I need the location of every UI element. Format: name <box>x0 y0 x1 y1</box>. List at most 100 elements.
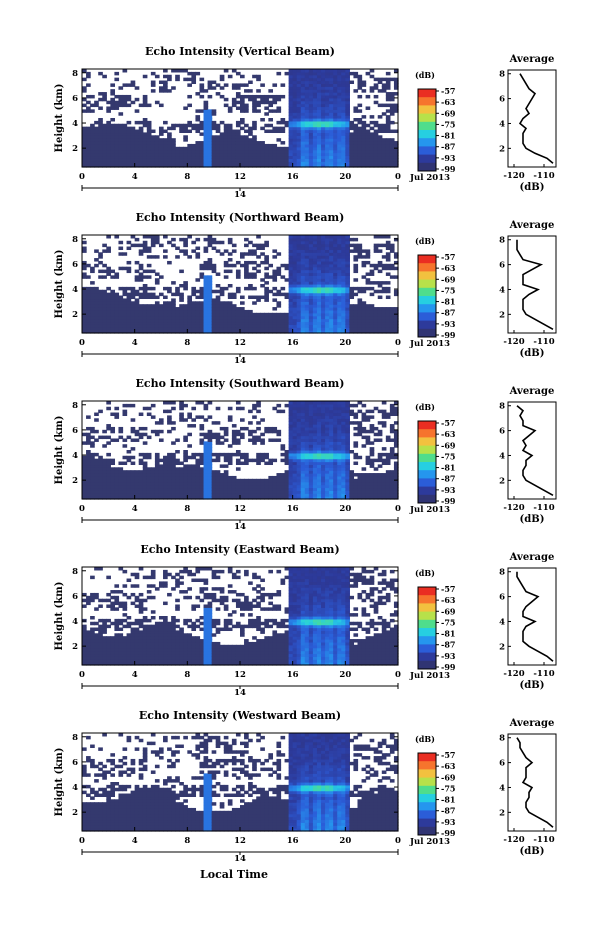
panel-title: Echo Intensity (Vertical Beam) <box>145 45 335 58</box>
x-tick-label: 8 <box>184 836 190 846</box>
colorbar-tick-label: -63 <box>441 761 456 771</box>
average-frame <box>507 401 557 500</box>
colorbar-tick-label: -75 <box>441 783 455 793</box>
heatmap <box>82 733 399 832</box>
average-x-label: (dB) <box>520 348 545 359</box>
x-tick-label: 0 <box>395 338 401 348</box>
x-tick-label: 16 <box>287 504 299 514</box>
average-profile-line <box>516 571 554 662</box>
x-tick-label: 0 <box>395 504 401 514</box>
colorbar-segment <box>418 279 436 289</box>
colorbar-segment <box>418 263 436 272</box>
average-x-tick-label: -120 <box>503 171 524 181</box>
x-tick-label: 0 <box>79 504 85 514</box>
colorbar-tick-label: -63 <box>441 595 456 605</box>
average-y-tick-label: 2 <box>499 808 505 818</box>
colorbar-segment <box>418 154 436 164</box>
colorbar-tick-label: -63 <box>441 97 456 107</box>
colorbar-segment <box>418 146 436 155</box>
colorbar-tick-label: -69 <box>441 108 456 118</box>
colorbar-frame <box>417 420 437 504</box>
colorbar-tick-label: -93 <box>441 319 456 329</box>
day-label: 14 <box>234 190 246 200</box>
y-axis-label: Height (km) <box>54 250 65 319</box>
y-tick-label: 4 <box>72 119 78 129</box>
x-tick-label: 4 <box>132 836 138 846</box>
colorbar-segment <box>418 478 436 487</box>
colorbar-segment <box>418 652 436 662</box>
day-label: 14 <box>234 688 246 698</box>
day-label: 14 <box>234 522 246 532</box>
average-title: Average <box>509 220 555 231</box>
colorbar-tick-label: -81 <box>441 131 455 141</box>
average-x-label: (dB) <box>520 680 545 691</box>
average-y-tick-label: 6 <box>499 593 505 603</box>
colorbar-tick-label: -99 <box>441 662 456 672</box>
y-tick-label: 2 <box>72 476 78 486</box>
average-y-tick-label: 8 <box>499 236 505 246</box>
y-tick-label: 4 <box>72 285 78 295</box>
x-tick-label: 12 <box>234 172 246 182</box>
y-tick-label: 6 <box>72 592 78 602</box>
colorbar-frame <box>417 254 437 338</box>
colorbar-tick-label: -81 <box>441 629 455 639</box>
colorbar-segment <box>418 287 436 297</box>
colorbar-segment <box>418 470 436 479</box>
x-tick-label: 8 <box>184 504 190 514</box>
colorbar-segment <box>418 320 436 330</box>
colorbar-segment <box>418 818 436 828</box>
colorbar-tick-label: -99 <box>441 496 456 506</box>
average-x-label: (dB) <box>520 846 545 857</box>
panel-5: Echo Intensity (Westward Beam) 8 6 4 2 Height… <box>54 709 557 864</box>
date-label: Jul 2013 <box>409 173 450 183</box>
x-tick-label: 12 <box>234 338 246 348</box>
colorbar-tick-label: -75 <box>441 119 455 129</box>
colorbar-tick-label: -87 <box>441 806 455 816</box>
average-y-tick-label: 4 <box>499 451 505 461</box>
x-tick-label: 0 <box>79 670 85 680</box>
x-tick-label: 0 <box>395 172 401 182</box>
average-y-tick-label: 4 <box>499 119 505 129</box>
x-tick-label: 8 <box>184 670 190 680</box>
y-tick-label: 2 <box>72 144 78 154</box>
average-y-tick-label: 4 <box>499 285 505 295</box>
y-tick-label: 8 <box>72 733 78 743</box>
colorbar-segment <box>418 802 436 811</box>
average-y-tick-label: 6 <box>499 427 505 437</box>
panel-title: Echo Intensity (Southward Beam) <box>136 377 345 390</box>
colorbar-tick-label: -75 <box>441 285 455 295</box>
colorbar-title: (dB) <box>415 236 435 246</box>
date-label: Jul 2013 <box>409 339 450 349</box>
colorbar-segment <box>418 437 436 446</box>
y-tick-label: 6 <box>72 426 78 436</box>
x-tick-label: 4 <box>132 670 138 680</box>
y-axis-label: Height (km) <box>54 582 65 651</box>
y-tick-label: 6 <box>72 260 78 270</box>
x-tick-label: 0 <box>79 172 85 182</box>
x-tick-label: 0 <box>395 836 401 846</box>
x-tick-label: 0 <box>79 338 85 348</box>
average-frame <box>507 69 557 168</box>
x-tick-label: 16 <box>287 670 299 680</box>
y-tick-label: 6 <box>72 758 78 768</box>
colorbar-tick-label: -63 <box>441 263 456 273</box>
average-x-tick-label: -110 <box>533 835 554 845</box>
x-tick-label: 20 <box>339 172 351 182</box>
colorbar-segment <box>418 644 436 653</box>
colorbar-segment <box>418 587 436 596</box>
colorbar-tick-label: -57 <box>441 750 455 760</box>
average-title: Average <box>509 54 555 65</box>
y-axis-label: Height (km) <box>54 748 65 817</box>
x-tick-label: 20 <box>339 338 351 348</box>
colorbar-tick-label: -81 <box>441 463 455 473</box>
average-title: Average <box>509 386 555 397</box>
colorbar-segment <box>418 312 436 321</box>
colorbar-segment <box>418 130 436 139</box>
x-tick-label: 12 <box>234 504 246 514</box>
x-tick-label: 16 <box>287 836 299 846</box>
colorbar-title: (dB) <box>415 402 435 412</box>
y-tick-label: 4 <box>72 451 78 461</box>
y-tick-label: 2 <box>72 808 78 818</box>
colorbar-tick-label: -69 <box>441 274 456 284</box>
